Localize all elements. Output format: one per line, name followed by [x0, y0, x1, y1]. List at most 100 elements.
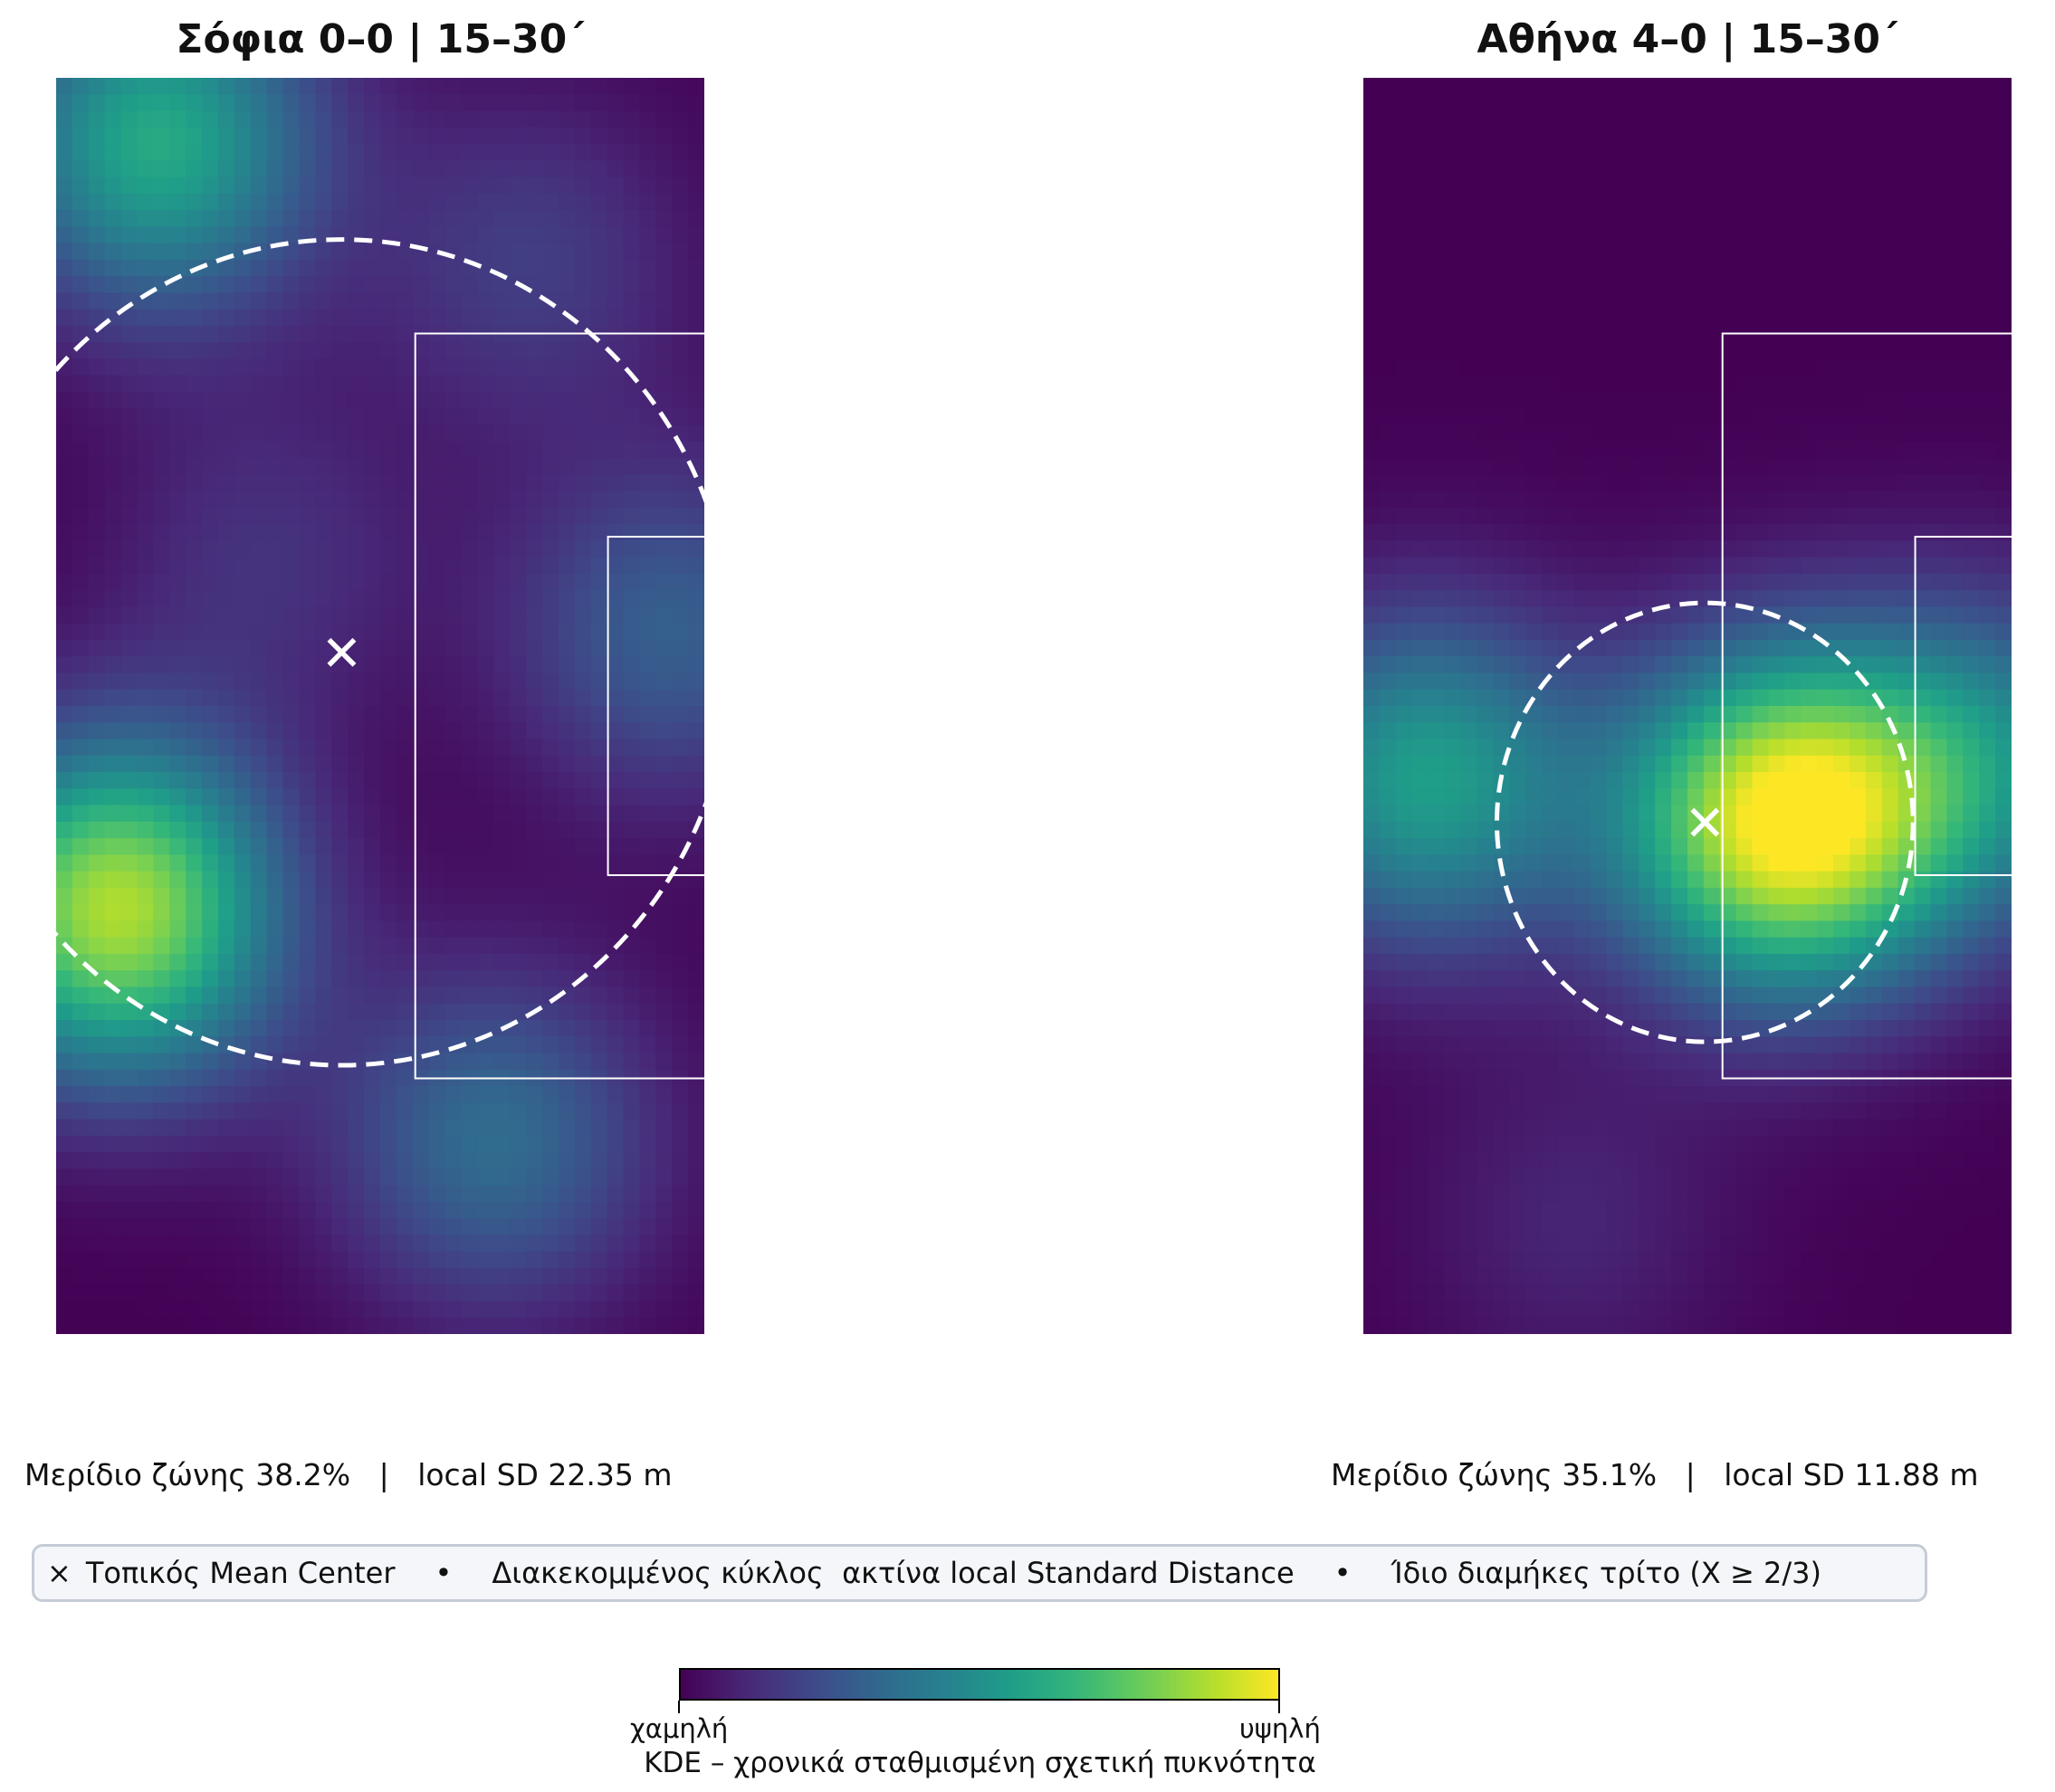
- heatmap-cell: [1493, 94, 1510, 112]
- heatmap-cell: [1655, 292, 1672, 310]
- heatmap-cell: [639, 1284, 656, 1302]
- heatmap-cell: [396, 193, 414, 211]
- heatmap-cell: [1687, 672, 1705, 691]
- heatmap-cell: [1914, 424, 1932, 443]
- heatmap-cell: [477, 408, 494, 426]
- heatmap-cell: [1606, 788, 1623, 806]
- heatmap-cell: [623, 1086, 640, 1103]
- heatmap-cell: [1914, 127, 1932, 145]
- heatmap-cell: [186, 755, 203, 773]
- heatmap-cell: [477, 755, 494, 773]
- heatmap-cell: [1914, 755, 1932, 773]
- heatmap-cell: [655, 1036, 673, 1054]
- heatmap-cell: [444, 1251, 463, 1269]
- heatmap-cell: [1655, 243, 1672, 261]
- heatmap-cell: [1428, 309, 1446, 327]
- heatmap-cell: [1509, 491, 1526, 509]
- heatmap-cell: [202, 953, 219, 971]
- heatmap-cell: [558, 1036, 576, 1054]
- heatmap-cell: [1881, 755, 1899, 773]
- heatmap-cell: [526, 805, 543, 823]
- left-heatmap: [56, 78, 704, 1334]
- heatmap-cell: [444, 689, 463, 707]
- heatmap-cell: [331, 1251, 349, 1269]
- heatmap-cell: [137, 1185, 154, 1203]
- heatmap-cell: [1784, 127, 1802, 145]
- heatmap-cell: [477, 1185, 494, 1203]
- heatmap-cell: [590, 1168, 608, 1187]
- heatmap-cell: [1979, 838, 1996, 855]
- heatmap-cell: [1897, 226, 1916, 244]
- heatmap-cell: [510, 805, 527, 823]
- heatmap-cell: [526, 689, 543, 707]
- heatmap-cell: [558, 507, 576, 525]
- heatmap-cell: [655, 441, 673, 459]
- heatmap-cell: [1817, 524, 1834, 541]
- heatmap-cell: [120, 375, 139, 393]
- heatmap-cell: [493, 392, 511, 409]
- heatmap-cell: [218, 788, 235, 806]
- heatmap-cell: [331, 1036, 349, 1054]
- heatmap-cell: [1460, 408, 1477, 426]
- heatmap-cell: [331, 706, 349, 723]
- heatmap-cell: [348, 987, 365, 1005]
- heatmap-cell: [542, 672, 559, 691]
- heatmap-cell: [1897, 309, 1916, 327]
- heatmap-cell: [1557, 689, 1575, 707]
- heatmap-cell: [1946, 491, 1964, 509]
- heatmap-cell: [1379, 392, 1397, 409]
- heatmap-cell: [88, 557, 106, 575]
- heatmap-cell: [1801, 94, 1818, 112]
- heatmap-cell: [623, 342, 640, 360]
- heatmap-cell: [1768, 557, 1785, 575]
- heatmap-cell: [1752, 358, 1770, 377]
- heatmap-cell: [542, 1185, 559, 1203]
- heatmap-cell: [186, 953, 203, 971]
- heatmap-cell: [1541, 424, 1559, 443]
- heatmap-cell: [202, 424, 219, 443]
- heatmap-cell: [1444, 160, 1461, 178]
- heatmap-cell: [1541, 78, 1559, 95]
- heatmap-cell: [1655, 672, 1672, 691]
- heatmap-cell: [590, 838, 608, 855]
- heatmap-cell: [461, 176, 478, 195]
- heatmap-cell: [72, 1234, 90, 1253]
- heatmap-cell: [169, 1201, 186, 1219]
- heatmap-cell: [1930, 739, 1947, 757]
- heatmap-cell: [574, 1003, 592, 1021]
- heatmap-cell: [1865, 838, 1883, 855]
- heatmap-cell: [1557, 392, 1575, 409]
- heatmap-cell: [412, 375, 430, 393]
- heatmap-cell: [380, 656, 397, 674]
- heatmap-cell: [672, 706, 689, 723]
- heatmap-cell: [380, 1201, 397, 1219]
- heatmap-cell: [396, 358, 414, 377]
- heatmap-cell: [364, 739, 381, 757]
- heatmap-cell: [1557, 408, 1575, 426]
- heatmap-cell: [1719, 755, 1737, 773]
- heatmap-cell: [1768, 639, 1785, 657]
- heatmap-cell: [348, 1020, 365, 1037]
- heatmap-cell: [1850, 276, 1867, 294]
- heatmap-cell: [1703, 375, 1721, 393]
- heatmap-cell: [72, 606, 90, 624]
- heatmap-cell: [1622, 854, 1639, 872]
- heatmap-cell: [1850, 309, 1867, 327]
- heatmap-cell: [1477, 243, 1494, 261]
- heatmap-cell: [1735, 441, 1754, 459]
- heatmap-cell: [493, 1218, 511, 1236]
- heatmap-cell: [331, 94, 349, 112]
- heatmap-cell: [672, 920, 689, 939]
- heatmap-cell: [282, 78, 301, 95]
- heatmap-cell: [590, 970, 608, 988]
- heatmap-cell: [1784, 590, 1802, 608]
- heatmap-cell: [412, 540, 430, 558]
- heatmap-cell: [1525, 871, 1543, 889]
- heatmap-cell: [266, 953, 284, 971]
- heatmap-cell: [56, 424, 73, 443]
- heatmap-cell: [526, 226, 543, 244]
- heatmap-cell: [186, 507, 203, 525]
- heatmap-cell: [1687, 325, 1705, 343]
- heatmap-cell: [137, 259, 154, 277]
- heatmap-cell: [688, 1135, 704, 1153]
